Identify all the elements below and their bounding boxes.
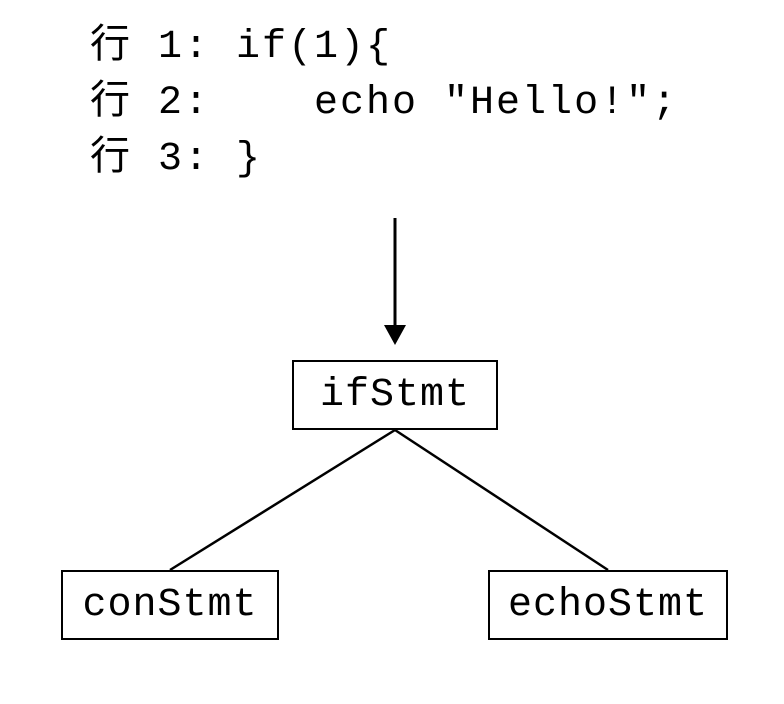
tree-edge <box>170 430 395 570</box>
tree-node-label: ifStmt <box>320 373 470 418</box>
tree-node-right: echoStmt <box>488 570 728 640</box>
tree-node-label: echoStmt <box>508 583 708 628</box>
arrow-down-icon <box>384 218 406 345</box>
diagram-container: 行 1: if(1){ 行 2: echo "Hello!"; 行 3: } i… <box>0 0 784 704</box>
tree-edges <box>170 430 608 570</box>
tree-node-label: conStmt <box>82 583 257 628</box>
tree-node-root: ifStmt <box>292 360 498 430</box>
tree-edge <box>395 430 608 570</box>
tree-node-left: conStmt <box>61 570 279 640</box>
